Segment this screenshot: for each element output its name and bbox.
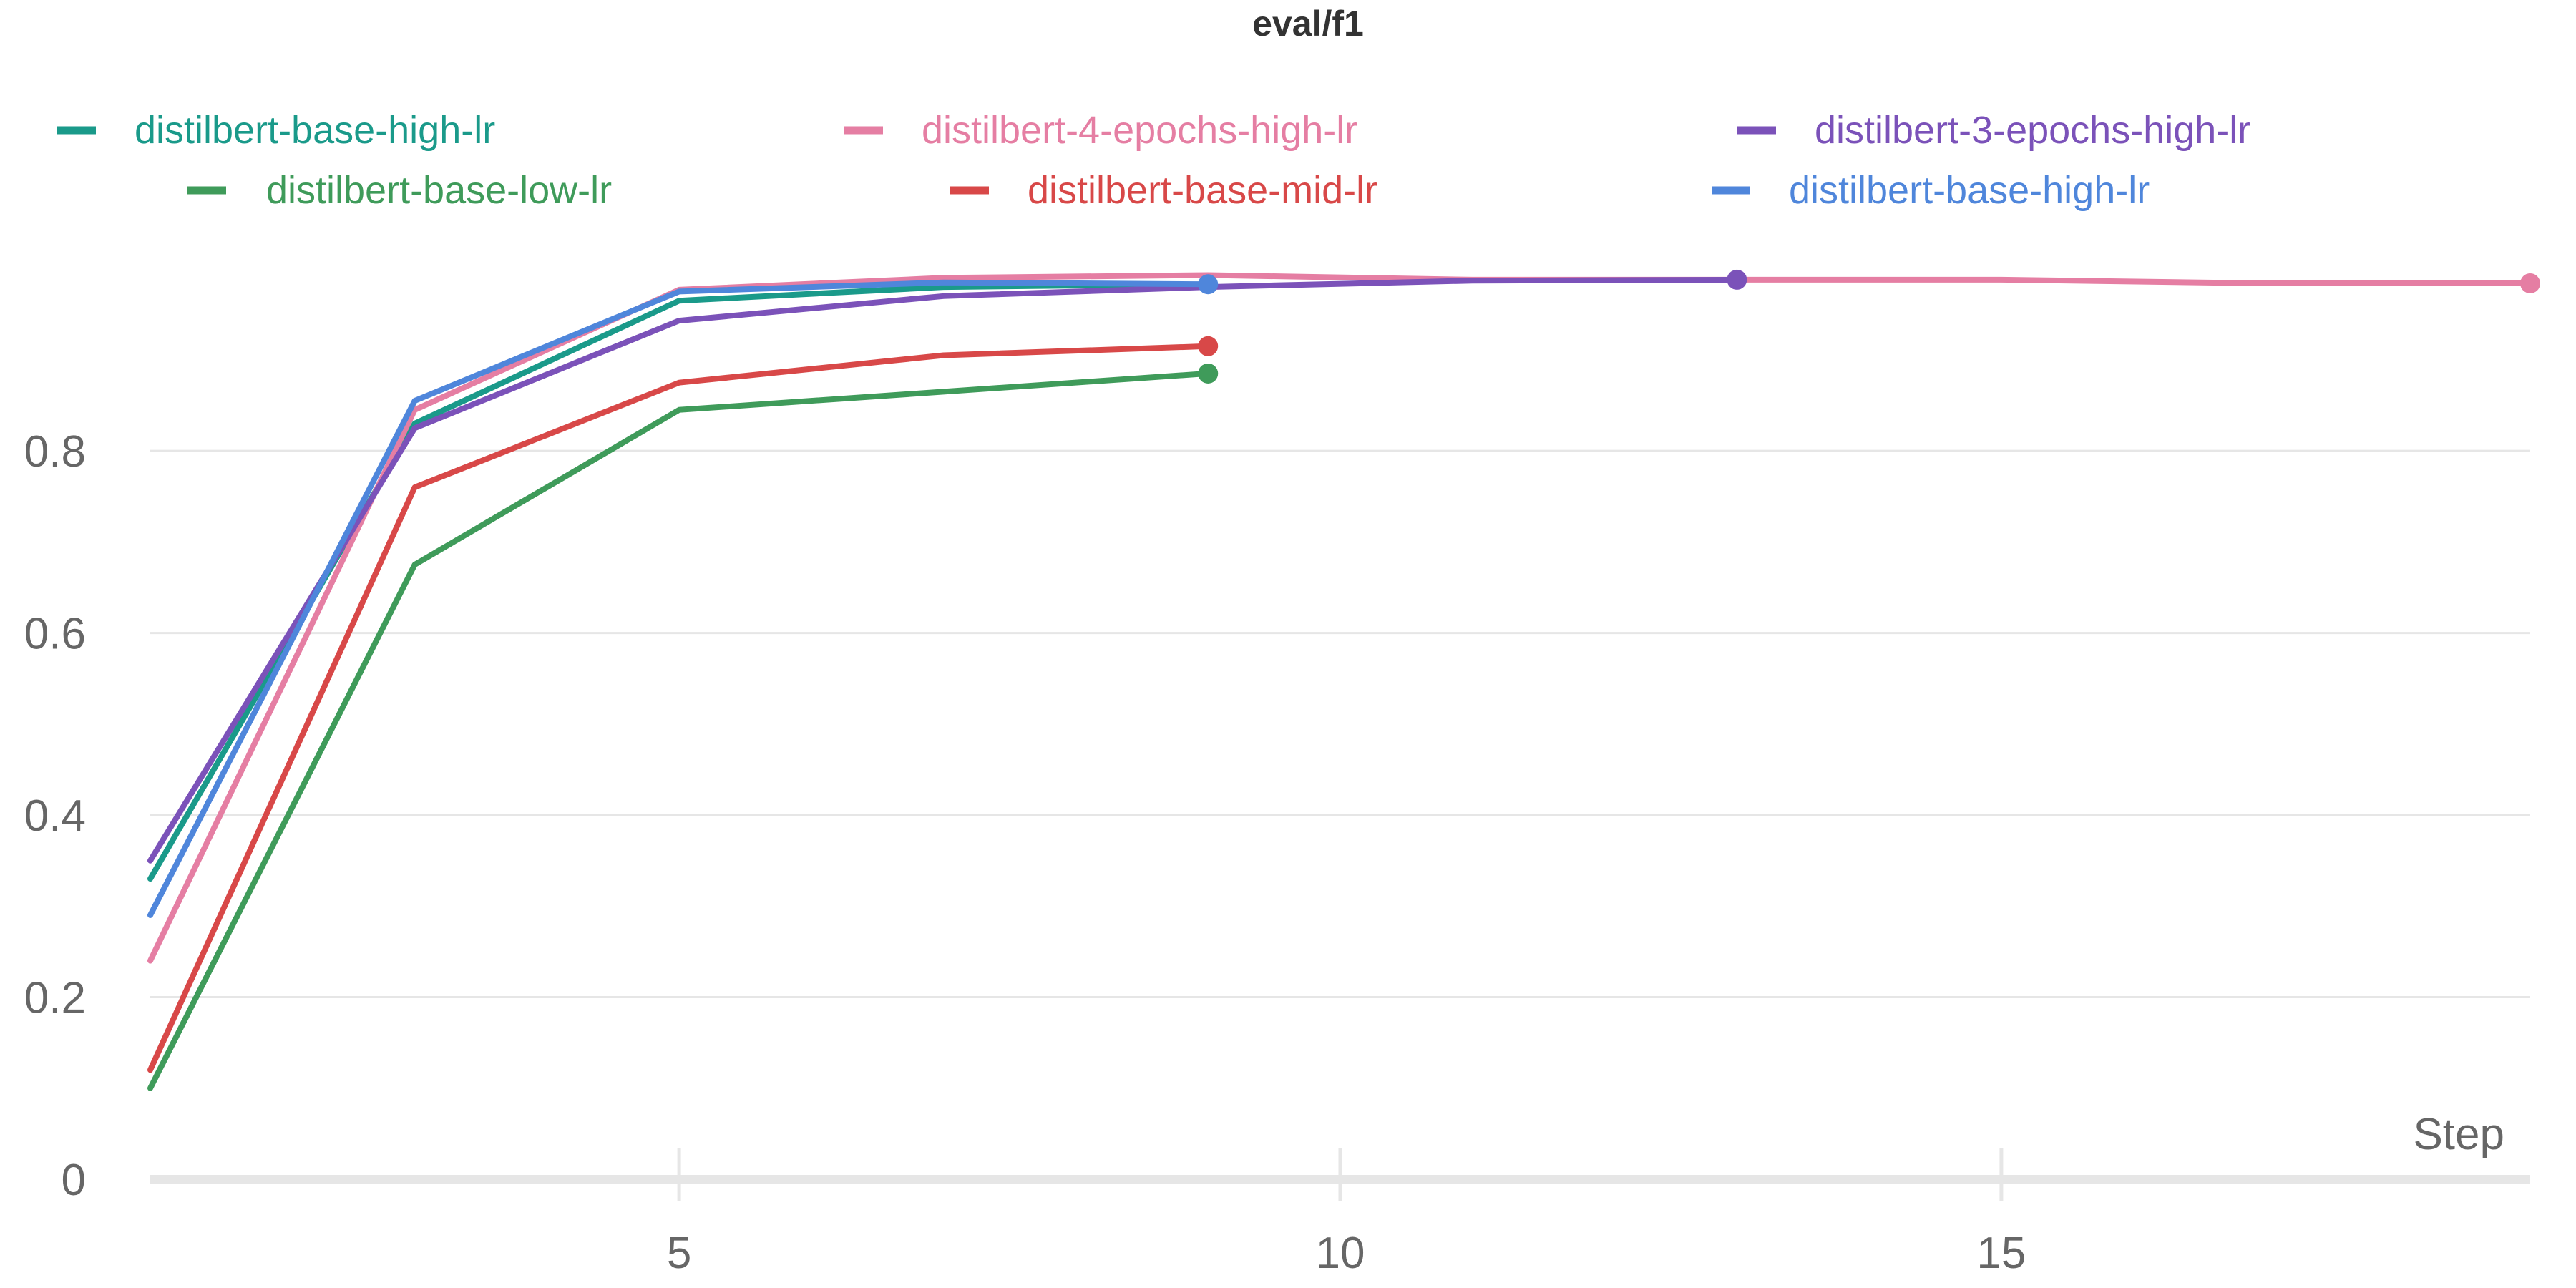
series-line bbox=[147, 343, 1211, 1073]
series-line bbox=[147, 272, 2533, 964]
legend-item[interactable]: distilbert-3-epochs-high-lr bbox=[1737, 109, 2250, 152]
series-end-marker bbox=[1198, 363, 1219, 384]
y-tick-label: 0.8 bbox=[24, 427, 86, 477]
series-5 bbox=[147, 274, 1219, 918]
y-tick-label: 0 bbox=[62, 1156, 86, 1205]
legend-item[interactable]: distilbert-base-high-lr bbox=[1712, 169, 2150, 212]
legend-label: distilbert-base-high-lr bbox=[135, 109, 495, 152]
legend-item[interactable]: distilbert-4-epochs-high-lr bbox=[844, 109, 1357, 152]
legend-item[interactable]: distilbert-base-mid-lr bbox=[950, 169, 1377, 212]
legend-item[interactable]: distilbert-base-high-lr bbox=[57, 109, 495, 152]
series-4 bbox=[147, 336, 1219, 1073]
legend-item[interactable]: distilbert-base-low-lr bbox=[187, 169, 612, 212]
series-end-marker bbox=[2520, 273, 2540, 293]
series-end-marker bbox=[1198, 274, 1219, 295]
legend-label: distilbert-3-epochs-high-lr bbox=[1815, 109, 2250, 152]
grid bbox=[150, 449, 2530, 999]
series-line bbox=[147, 370, 1211, 1091]
series-line bbox=[147, 279, 1211, 918]
series-end-marker bbox=[1198, 336, 1219, 356]
chart-title: eval/f1 bbox=[1252, 4, 1364, 44]
legend: distilbert-base-high-lr distilbert-4-epoc… bbox=[57, 109, 2250, 212]
x-axis: 5 10 15 bbox=[150, 1148, 2530, 1278]
series-0 bbox=[147, 281, 1211, 882]
legend-label: distilbert-base-mid-lr bbox=[1028, 169, 1377, 212]
legend-label: distilbert-base-low-lr bbox=[266, 169, 612, 212]
series-3 bbox=[147, 363, 1219, 1091]
legend-label: distilbert-4-epochs-high-lr bbox=[922, 109, 1357, 152]
series-end-marker bbox=[1727, 269, 1747, 290]
x-tick-label: 10 bbox=[1316, 1229, 1365, 1278]
series-2 bbox=[147, 269, 1747, 864]
x-tick-label: 15 bbox=[1976, 1229, 2026, 1278]
x-axis-title: Step bbox=[2413, 1110, 2504, 1159]
plot-area bbox=[147, 269, 2540, 1091]
legend-label: distilbert-base-high-lr bbox=[1789, 169, 2150, 212]
y-tick-label: 0.6 bbox=[24, 610, 86, 659]
series-line bbox=[147, 276, 1740, 864]
series-1 bbox=[147, 272, 2540, 964]
y-axis: 0 0.2 0.4 0.6 0.8 bbox=[24, 427, 86, 1205]
x-tick-label: 5 bbox=[667, 1229, 691, 1278]
series-line bbox=[147, 281, 1211, 882]
y-tick-label: 0.4 bbox=[24, 791, 86, 841]
y-tick-label: 0.2 bbox=[24, 974, 86, 1023]
